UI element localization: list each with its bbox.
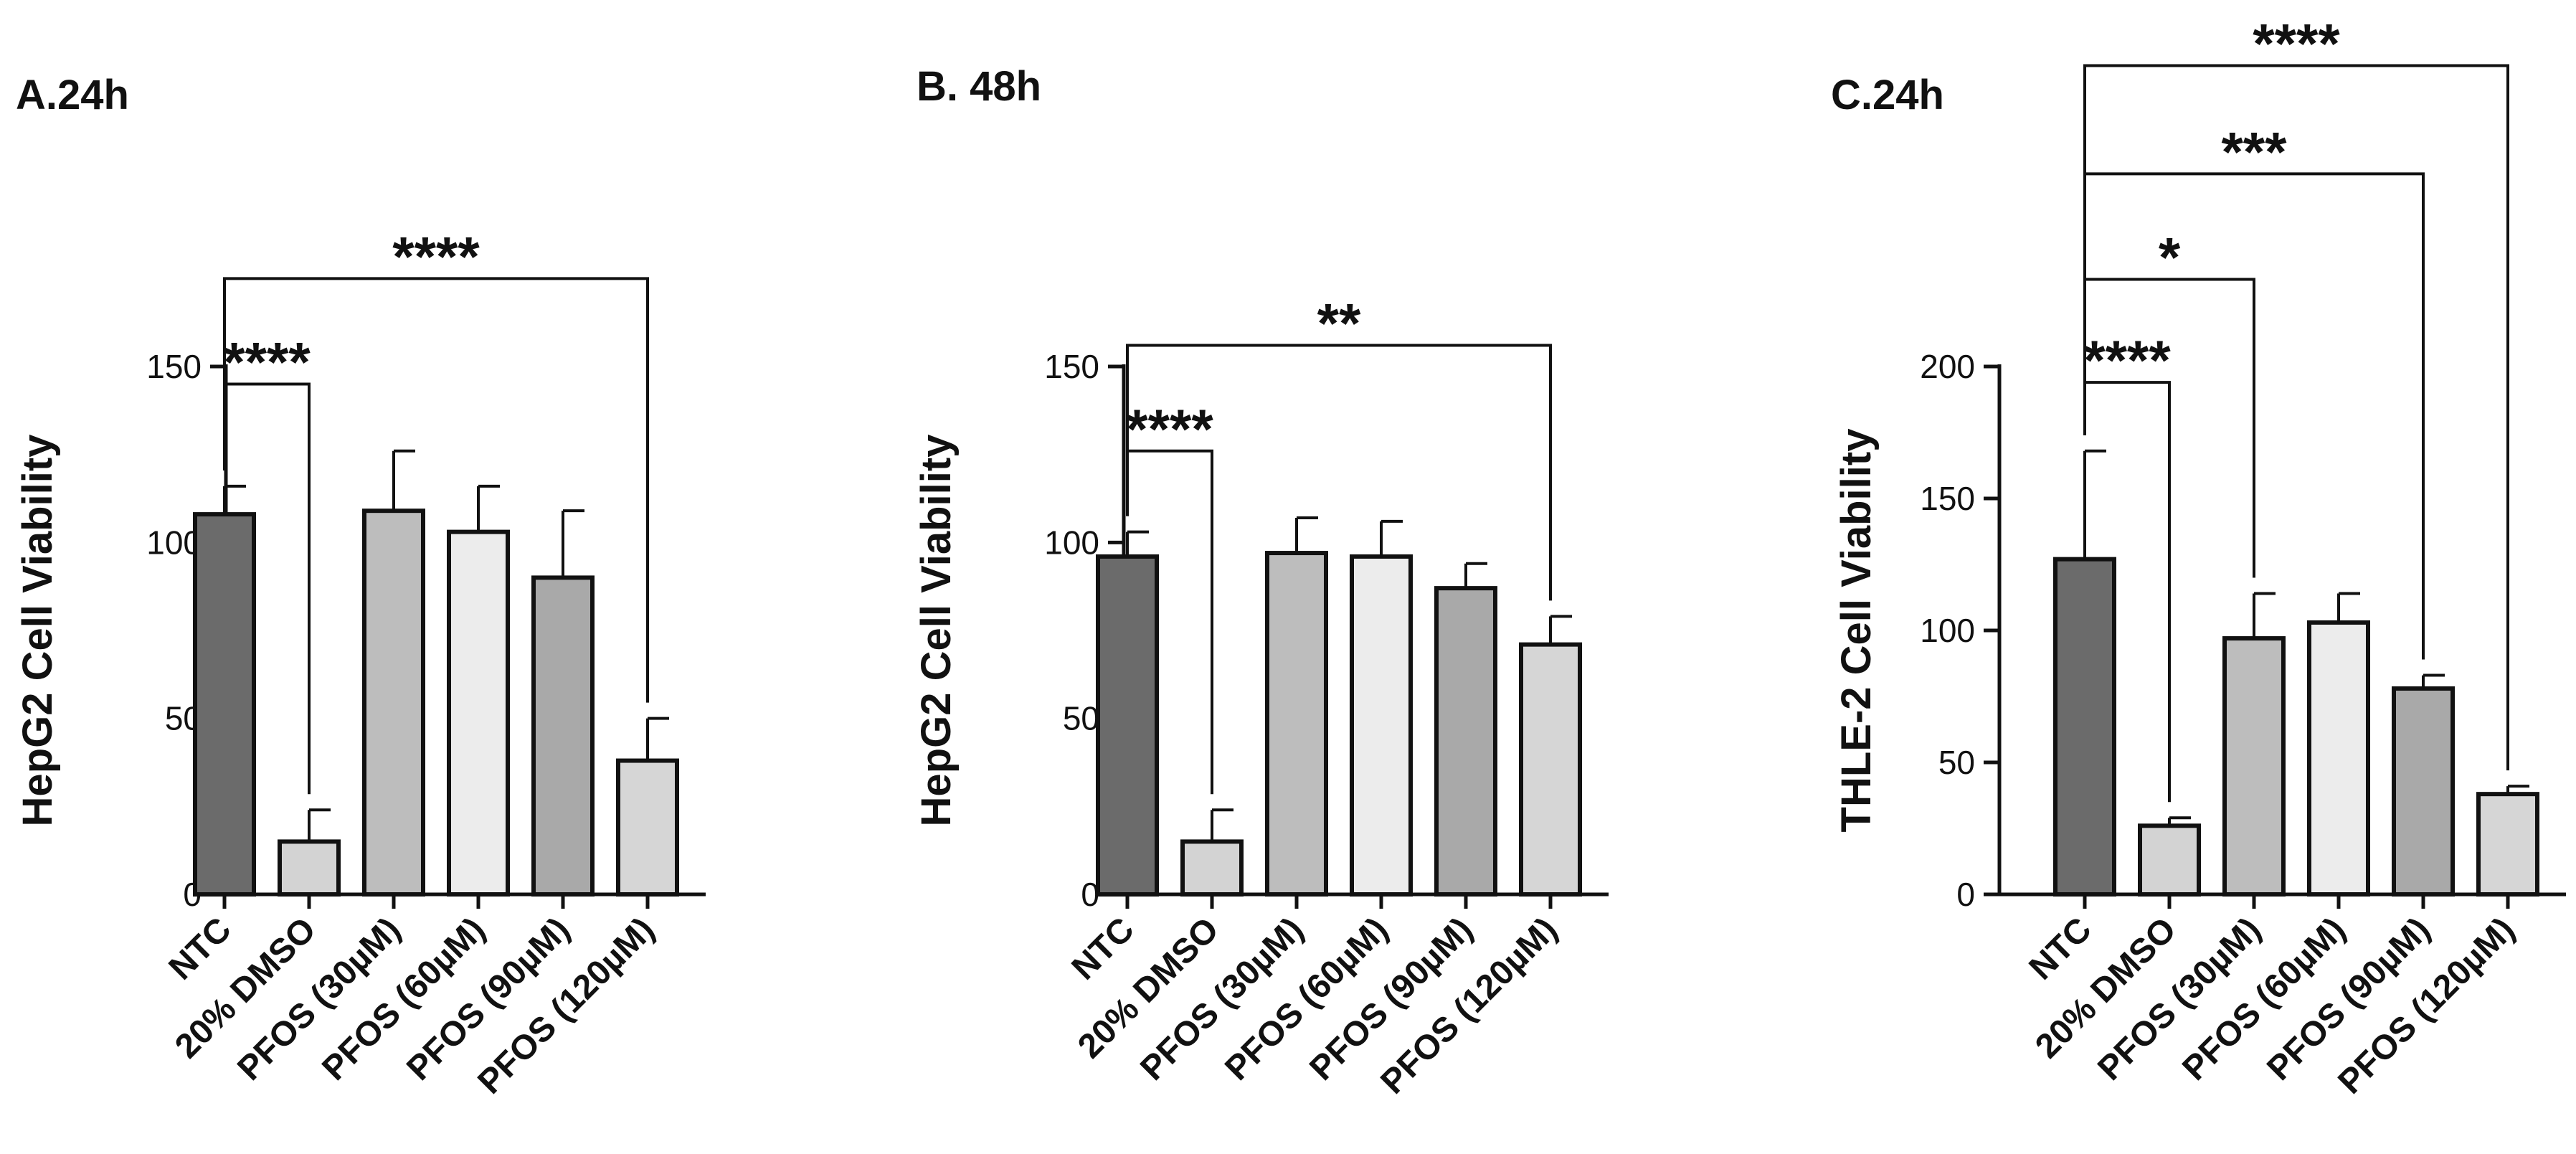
significance-label: *** xyxy=(2221,120,2287,183)
bar xyxy=(2138,823,2201,897)
significance-bracket xyxy=(1126,344,1552,601)
y-axis-label: HepG2 Cell Viability xyxy=(14,435,61,827)
bar xyxy=(1180,839,1244,897)
significance-label: **** xyxy=(2083,328,2171,392)
bar xyxy=(2392,686,2455,897)
panel-title: A.24h xyxy=(16,72,129,118)
y-tick-label: 50 xyxy=(1063,700,1099,737)
y-tick-label: 100 xyxy=(146,524,202,561)
bar xyxy=(447,529,510,897)
bar xyxy=(2053,557,2116,897)
significance-label: **** xyxy=(392,224,480,288)
bar xyxy=(2307,620,2370,897)
category-label: NTC xyxy=(2022,910,2099,987)
y-tick-label: 150 xyxy=(1920,480,1975,517)
panel-title: B. 48h xyxy=(917,63,1041,110)
y-tick-label: 200 xyxy=(1920,348,1975,385)
bar xyxy=(1350,554,1413,897)
panel-title: C.24h xyxy=(1831,72,1944,118)
panel-3: C.24h THLE-2 Cell Viability 0 50 100 150 200 NT… xyxy=(1831,11,2566,1102)
bar xyxy=(1265,551,1328,897)
bar xyxy=(1519,642,1582,897)
significance-label: * xyxy=(2159,226,2181,289)
bar xyxy=(193,512,256,897)
category-label: NTC xyxy=(1065,910,1142,987)
significance-label: **** xyxy=(223,331,311,394)
y-tick-label: 50 xyxy=(1938,744,1975,781)
bar xyxy=(2476,792,2539,897)
y-tick-label: 100 xyxy=(1044,524,1099,561)
bar xyxy=(531,575,595,897)
bar xyxy=(616,758,679,897)
significance-label: **** xyxy=(1126,397,1213,460)
y-tick-label: 150 xyxy=(146,348,202,385)
bar xyxy=(2222,636,2286,897)
y-tick-label: 100 xyxy=(1920,612,1975,649)
y-axis-label: THLE-2 Cell Viability xyxy=(1833,429,1880,833)
significance-bracket xyxy=(2083,64,2509,771)
bar xyxy=(1434,586,1497,897)
y-tick-label: 0 xyxy=(1956,876,1975,913)
bar xyxy=(362,509,425,897)
y-tick-label: 150 xyxy=(1044,348,1099,385)
bar xyxy=(1096,554,1159,897)
category-label: NTC xyxy=(162,910,239,987)
significance-bracket xyxy=(223,277,649,703)
significance-label: **** xyxy=(2253,11,2340,75)
bar xyxy=(278,839,341,897)
significance-label: ** xyxy=(1317,292,1361,355)
y-axis-label: HepG2 Cell Viability xyxy=(913,435,960,827)
